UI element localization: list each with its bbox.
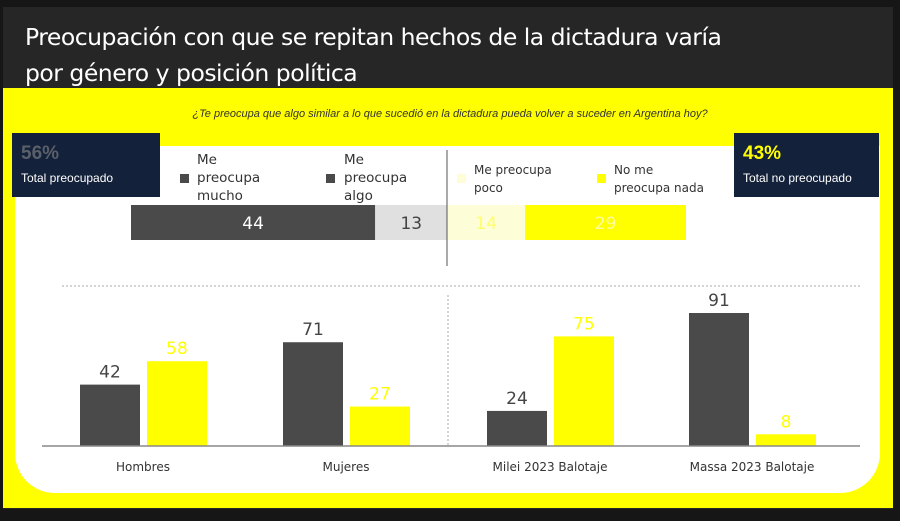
legend-poco: Me preocupa poco <box>474 161 552 197</box>
stacked-segment-label: 44 <box>242 214 264 234</box>
grouped-bar-chart: 42 58 Hombres 71 27 Mujeres 24 75 Milei 2023 Bal… <box>42 285 860 474</box>
legend-mucho: Me preocupa mucho <box>197 151 260 205</box>
total-preocupado-label: Total preocupado <box>21 171 114 185</box>
bar-value-label: 24 <box>506 389 528 409</box>
bar-value-label: 75 <box>573 314 595 334</box>
legend-text: Me preocupa <box>474 163 552 177</box>
bar-no-preocupado <box>350 406 410 446</box>
stacked-segment-label: 29 <box>595 214 617 234</box>
category-label: Massa 2023 Balotaje <box>690 460 815 474</box>
bar-no-preocupado <box>147 361 207 446</box>
bar-value-label: 8 <box>781 412 792 432</box>
category-label: Milei 2023 Balotaje <box>493 460 608 474</box>
legend-text: preocupa <box>344 170 408 186</box>
bar-preocupado <box>487 410 547 446</box>
legend-nada: No me preocupa nada <box>614 161 704 197</box>
legend-swatch-nada <box>597 174 606 183</box>
legend-swatch-algo <box>326 174 335 183</box>
total-no-preocupado-label: Total no preocupado <box>743 171 852 185</box>
legend-algo: Me preocupa algo <box>344 151 407 205</box>
total-no-preocupado-pct: 43% <box>743 143 782 164</box>
bar-preocupado <box>689 313 749 446</box>
legend-text: Me <box>344 152 364 168</box>
legend-text: Me <box>197 152 217 168</box>
category-label: Mujeres <box>323 460 370 474</box>
bar-preocupado <box>283 342 343 446</box>
legend-text: No me <box>614 163 654 177</box>
bar-value-label: 71 <box>302 320 324 340</box>
bar-no-preocupado <box>554 336 614 446</box>
legend-swatch-poco <box>457 174 466 183</box>
legend-text: algo <box>344 188 373 204</box>
title-line-2: por género y posición política <box>25 59 358 87</box>
slide-title: Preocupación con que se repitan hechos d… <box>25 19 722 91</box>
stacked-segment-4 <box>525 205 686 240</box>
stacked-segment-1 <box>131 205 376 240</box>
stacked-segment-label: 13 <box>400 214 422 234</box>
legend-text: preocupa nada <box>614 181 704 195</box>
total-no-preocupado-box: 43% Total no preocupado <box>734 133 879 197</box>
stacked-bar: 44 13 14 29 <box>131 150 686 266</box>
legend-text: mucho <box>197 188 243 204</box>
stacked-segment-label: 14 <box>475 214 497 234</box>
bar-value-label: 58 <box>166 339 188 359</box>
bar-no-preocupado <box>756 434 816 446</box>
total-preocupado-pct: 56% <box>21 143 60 164</box>
legend-swatch-mucho <box>180 174 189 183</box>
survey-question: ¿Te preocupa que algo similar a lo que s… <box>192 108 708 120</box>
bar-value-label: 91 <box>708 291 730 311</box>
bar-preocupado <box>80 384 140 446</box>
category-label: Hombres <box>116 460 170 474</box>
stacked-segment-3 <box>447 205 526 240</box>
title-line-1: Preocupación con que se repitan hechos d… <box>25 23 722 51</box>
legend-text: poco <box>474 181 503 195</box>
bar-value-label: 42 <box>99 363 121 383</box>
legend-text: preocupa <box>197 170 261 186</box>
bar-value-label: 27 <box>369 385 391 405</box>
stacked-segment-2 <box>375 205 448 240</box>
total-preocupado-box: 56% Total preocupado <box>12 133 160 197</box>
